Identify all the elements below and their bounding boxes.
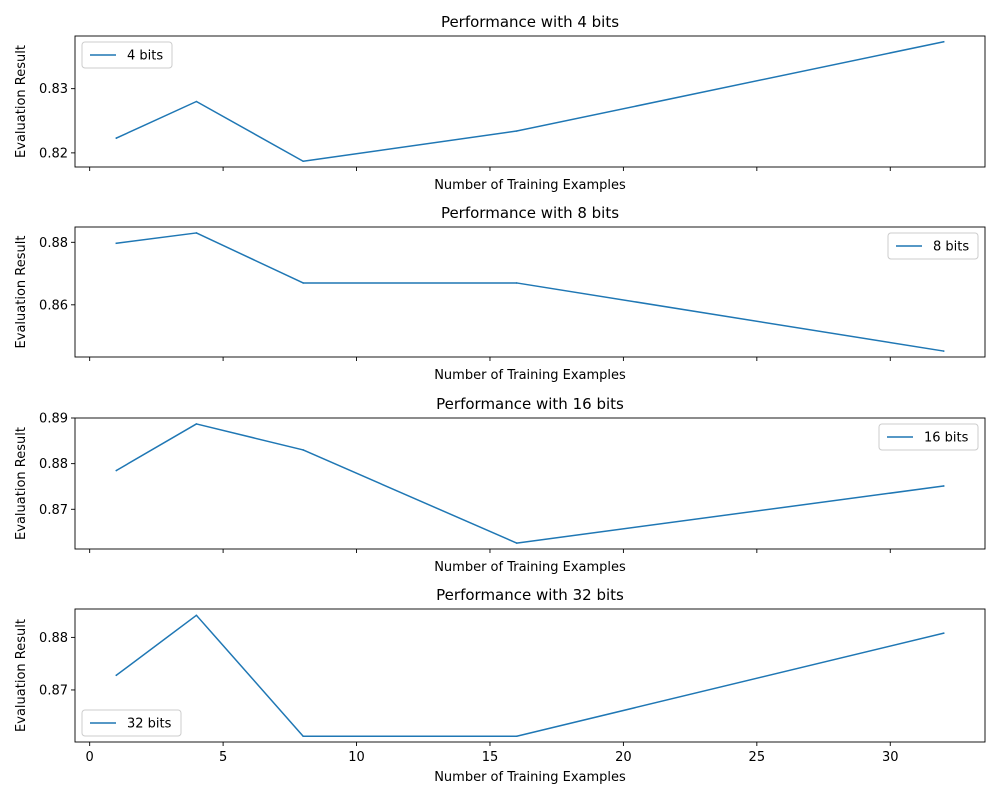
legend: 32 bits bbox=[81, 709, 182, 737]
series-line bbox=[115, 232, 945, 352]
y-tick-label: 0.88 bbox=[39, 236, 68, 251]
data-point bbox=[515, 130, 518, 132]
y-tick-label: 0.87 bbox=[39, 683, 68, 698]
y-tick-label: 0.88 bbox=[39, 457, 68, 472]
legend-box bbox=[81, 709, 182, 737]
y-tick-label: 0.88 bbox=[39, 631, 68, 646]
legend-box bbox=[887, 232, 979, 260]
legend-entry: 4 bits bbox=[127, 49, 163, 64]
y-tick-label: 0.82 bbox=[39, 146, 68, 161]
subplot-1: Performance with 4 bits 0.82 0.83 Number of… bbox=[14, 13, 986, 193]
y-tick-label: 0.86 bbox=[39, 298, 68, 313]
axes-frame bbox=[74, 35, 986, 168]
data-point bbox=[195, 100, 198, 103]
data-point bbox=[195, 232, 198, 234]
subplot-title: Performance with 4 bits bbox=[441, 13, 619, 31]
legend-entry: 16 bits bbox=[924, 431, 969, 446]
subplot-2: Performance with 8 bits 0.86 0.88 Number of… bbox=[14, 204, 986, 383]
x-axis-label: Number of Training Examples bbox=[434, 770, 626, 785]
subplot-4: Performance with 32 bits 0 5 10 15 20 25 30 0.87… bbox=[14, 586, 986, 785]
y-tick-label: 0.87 bbox=[39, 503, 68, 518]
data-point bbox=[195, 614, 198, 617]
x-axis-label: Number of Training Examples bbox=[434, 178, 626, 193]
legend-box bbox=[878, 423, 979, 451]
data-point bbox=[302, 449, 304, 451]
x-tick-label: 0 bbox=[86, 750, 94, 765]
subplot-3: Performance with 16 bits 0.87 0.88 0.89 Numb… bbox=[14, 395, 986, 575]
legend: 16 bits bbox=[878, 423, 979, 451]
x-tick-label: 30 bbox=[882, 750, 899, 765]
y-tick-label: 0.83 bbox=[39, 82, 68, 97]
series-line bbox=[115, 40, 945, 162]
x-axis-label: Number of Training Examples bbox=[434, 368, 626, 383]
series-line bbox=[115, 423, 945, 544]
x-tick-label: 10 bbox=[348, 750, 365, 765]
x-tick-label: 25 bbox=[749, 750, 766, 765]
data-point bbox=[115, 242, 118, 245]
data-point bbox=[115, 674, 118, 677]
axes-frame bbox=[74, 417, 986, 550]
y-axis-label: Evaluation Result bbox=[14, 619, 29, 732]
legend: 8 bits bbox=[887, 232, 979, 260]
y-axis-label: Evaluation Result bbox=[14, 45, 29, 158]
data-point bbox=[515, 542, 518, 544]
data-point bbox=[115, 137, 118, 139]
data-point bbox=[942, 40, 945, 43]
axes-frame bbox=[74, 226, 986, 358]
legend-box bbox=[81, 41, 173, 69]
data-point bbox=[515, 735, 518, 738]
legend: 4 bits bbox=[81, 41, 173, 69]
x-tick-label: 5 bbox=[219, 750, 227, 765]
data-point bbox=[302, 735, 304, 738]
x-axis-label: Number of Training Examples bbox=[434, 560, 626, 575]
x-tick-label: 15 bbox=[482, 750, 499, 765]
data-point bbox=[302, 282, 304, 284]
axes-frame bbox=[74, 608, 986, 743]
data-point bbox=[115, 469, 118, 472]
y-axis-label: Evaluation Result bbox=[14, 427, 29, 540]
y-tick-label: 0.89 bbox=[39, 412, 68, 427]
data-point bbox=[515, 282, 518, 284]
subplot-title: Performance with 32 bits bbox=[436, 586, 624, 604]
y-axis-label: Evaluation Result bbox=[14, 236, 29, 349]
subplot-title: Performance with 16 bits bbox=[436, 395, 624, 413]
data-point bbox=[942, 350, 945, 352]
data-point bbox=[942, 632, 945, 634]
series-line bbox=[115, 614, 945, 737]
x-tick-label: 20 bbox=[615, 750, 632, 765]
data-point bbox=[195, 423, 198, 425]
legend-entry: 8 bits bbox=[933, 240, 969, 255]
subplot-title: Performance with 8 bits bbox=[441, 204, 619, 222]
legend-entry: 32 bits bbox=[127, 717, 172, 732]
data-point bbox=[302, 160, 304, 163]
data-point bbox=[942, 485, 945, 487]
